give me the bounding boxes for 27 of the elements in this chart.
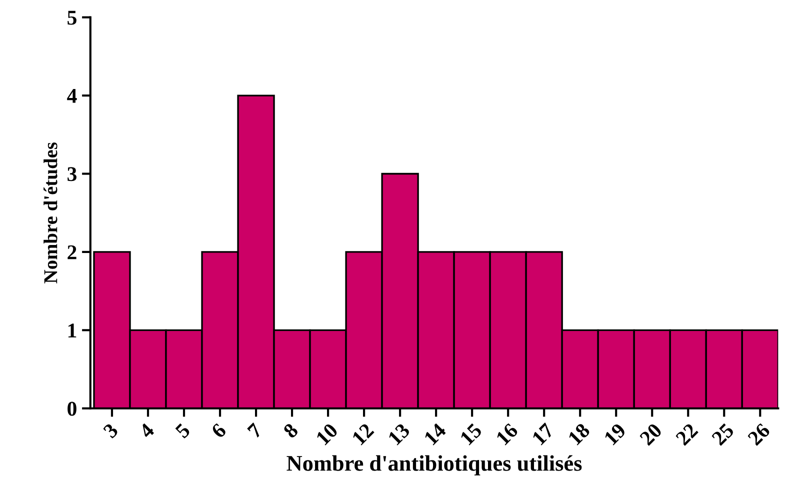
x-tick-label: 12 [352,422,374,446]
y-tick-label: 5 [68,10,76,25]
x-tick-label: 3 [102,422,119,439]
x-tick-label: 25 [711,422,735,446]
x-tick-label: 22 [675,422,698,446]
x-tick-label: 17 [532,422,555,446]
x-tick-label: 14 [424,422,447,446]
y-tick-label: 2 [68,245,76,260]
y-tick-label: 4 [67,89,77,103]
x-tick-label: 15 [460,422,483,446]
x-tick-label: 5 [174,422,191,439]
x-axis-title: Nombre d'antibiotiques utilisés [286,455,582,476]
x-tick-label: 20 [639,422,663,446]
x-tick-label: 4 [138,422,155,439]
x-tick-label: 19 [604,422,627,446]
x-tick-label: 7 [247,422,263,438]
x-tick-label: 13 [388,422,411,446]
y-tick-label: 0 [68,402,76,416]
x-tick-label: 18 [568,422,591,446]
y-axis-title: Nombre d'études [44,142,58,284]
x-tick-label: 6 [210,422,227,439]
x-tick-label: 26 [747,422,771,446]
x-tick-label: 8 [282,422,299,439]
y-tick-label: 1 [68,324,76,338]
y-tick-label: 3 [68,167,76,182]
x-tick-label: 10 [316,422,339,446]
x-tick-label: 16 [496,422,519,446]
